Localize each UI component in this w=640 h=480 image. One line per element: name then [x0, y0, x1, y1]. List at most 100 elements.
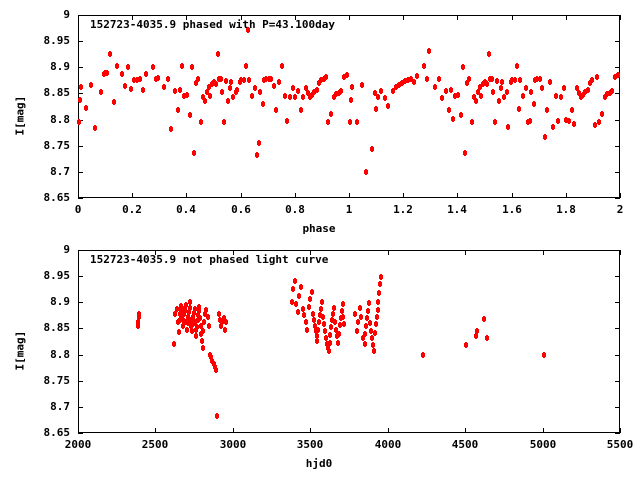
data-point [356, 319, 361, 326]
data-point [222, 326, 227, 333]
phased-y-tick-label: 8.9 [50, 60, 70, 73]
data-point [615, 71, 620, 78]
data-point [335, 340, 340, 347]
data-point [176, 106, 180, 113]
data-point [289, 298, 294, 305]
data-point [210, 357, 215, 364]
data-point [587, 80, 592, 86]
data-point [284, 118, 289, 125]
data-point [550, 123, 555, 130]
phased-x-tick-label: 0 [74, 203, 82, 216]
data-point [198, 119, 203, 126]
data-point [466, 75, 471, 82]
data-point [277, 78, 282, 85]
data-point [216, 310, 221, 317]
data-point [189, 323, 194, 330]
data-point [400, 80, 405, 86]
data-point [607, 89, 612, 96]
phased-y-tick-mark [78, 67, 83, 68]
data-point [481, 316, 486, 322]
unphased-y-tick-mark [78, 433, 83, 434]
data-point [397, 82, 402, 89]
data-point [137, 310, 142, 317]
unphased-y-tick-mark [78, 276, 83, 277]
unphased-plot-panel: 152723-4035.9 not phased light curve I[m… [0, 235, 640, 480]
data-point [201, 319, 206, 326]
data-point [79, 84, 84, 91]
phased-x-tick-label: 0.8 [285, 203, 305, 216]
data-point [214, 367, 219, 374]
data-point [204, 306, 209, 313]
data-point [520, 93, 525, 99]
data-point [203, 311, 207, 318]
data-point [315, 338, 320, 344]
phased-x-tick-label: 1.6 [502, 203, 522, 216]
data-point [495, 77, 499, 84]
data-point [190, 63, 195, 70]
data-point [580, 91, 585, 98]
data-point [295, 308, 300, 315]
phased-x-tick-mark [566, 193, 567, 198]
unphased-x-tick-mark [310, 428, 311, 433]
data-point [613, 73, 618, 80]
data-point [309, 288, 314, 295]
data-point [256, 139, 261, 146]
phased-y-tick-mark-right [615, 15, 620, 16]
data-point [477, 84, 482, 91]
data-point [510, 76, 515, 83]
data-point [463, 342, 468, 349]
data-point [463, 149, 467, 156]
data-point [188, 317, 193, 324]
data-point [579, 94, 583, 101]
phased-x-tick-mark [512, 193, 513, 198]
unphased-x-tick-mark [233, 428, 234, 433]
data-point [188, 299, 193, 306]
data-point [334, 91, 339, 97]
unphased-x-tick-label: 3500 [296, 438, 324, 451]
phased-x-tick-label: 1 [345, 203, 353, 216]
data-point [590, 77, 595, 84]
data-point [304, 84, 309, 91]
data-point [319, 77, 324, 84]
data-point [363, 168, 368, 175]
phased-x-tick-mark-top [512, 15, 513, 20]
data-point [305, 326, 310, 333]
data-point [279, 62, 284, 69]
phased-plot-title: 152723-4035.9 phased with P=43.100day [90, 18, 336, 31]
data-point [349, 96, 354, 103]
data-point [350, 84, 355, 91]
data-point [190, 321, 195, 328]
unphased-y-tick-label: 8.8 [50, 348, 70, 361]
data-point [374, 313, 379, 320]
phased-x-tick-mark-top [566, 15, 567, 20]
data-point [172, 87, 177, 94]
data-point [602, 94, 607, 101]
data-point [269, 76, 273, 83]
unphased-y-tick-label: 8.85 [43, 321, 71, 334]
phased-y-axis-label: I[mag] [13, 95, 27, 136]
data-point [179, 63, 184, 70]
data-point [255, 151, 260, 158]
phased-y-tick-mark-right [615, 93, 620, 94]
phased-x-tick-mark-top [349, 15, 350, 20]
data-point [186, 308, 191, 315]
data-point [105, 70, 110, 76]
phased-x-tick-label: 1.8 [556, 203, 576, 216]
data-point [337, 322, 342, 329]
data-point [459, 112, 464, 119]
data-point [205, 89, 209, 96]
data-point [175, 319, 180, 326]
data-point [199, 338, 204, 344]
data-point [290, 84, 295, 91]
phased-x-tick-label: 0.6 [231, 203, 251, 216]
data-point [386, 102, 391, 109]
data-point [355, 118, 360, 125]
data-point [369, 334, 374, 341]
data-point [369, 327, 373, 334]
data-point [567, 118, 572, 125]
data-point [88, 82, 93, 89]
data-point [218, 75, 223, 82]
data-point [406, 76, 411, 83]
data-point [572, 121, 577, 128]
